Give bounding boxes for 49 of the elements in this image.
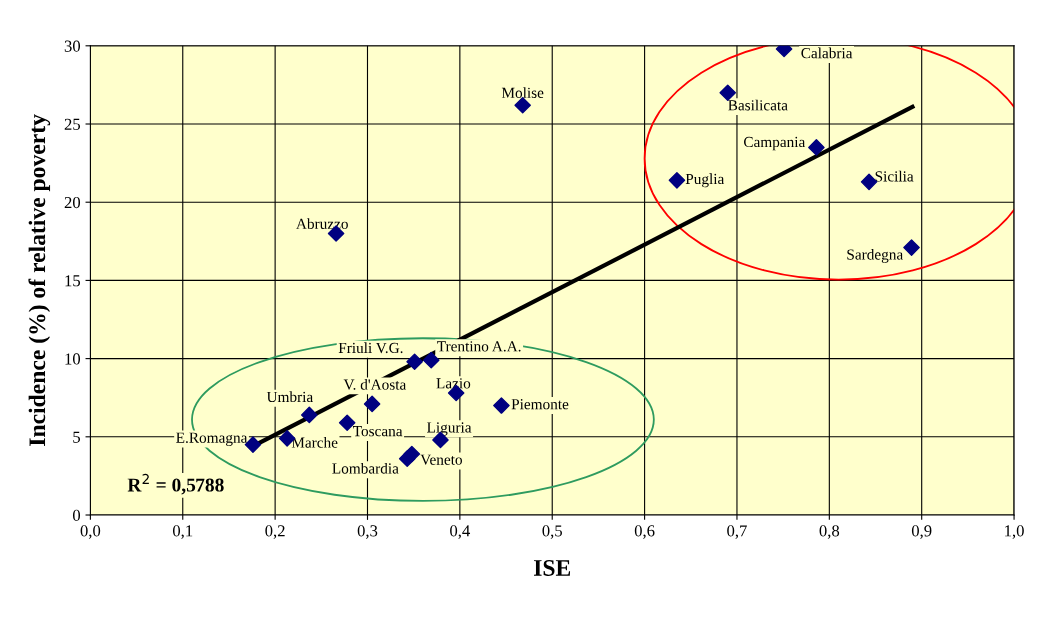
y-tick-label: 30 <box>64 40 81 52</box>
annotation: Molise <box>501 87 544 98</box>
point <box>668 172 686 189</box>
annotation: R$^{2}$ = 0,5788 <box>127 473 224 495</box>
point <box>403 445 421 463</box>
point <box>363 395 381 413</box>
point <box>493 397 510 414</box>
annotation: Lazio <box>436 378 471 389</box>
annotation: Trentino A.A. <box>437 341 521 352</box>
x-tick-label: 0,4 <box>450 525 471 539</box>
x-tick-label: 0,7 <box>727 525 747 539</box>
annotation: Marche <box>291 437 338 448</box>
annotation: Campania <box>743 136 806 151</box>
annotation: Veneto <box>420 454 462 465</box>
y-axis-title: Incidence (%) of relative poverty <box>28 114 51 446</box>
y-tick-label: 20 <box>64 196 81 209</box>
annotation: Piemonte <box>511 399 569 410</box>
annotation: Calabria <box>801 47 853 59</box>
x-tick-label: 0,3 <box>357 525 378 539</box>
x-tick-label: 0,6 <box>634 525 655 539</box>
point <box>808 139 825 156</box>
annotation: Sicilia <box>875 170 914 182</box>
x-tick-label: 0,0 <box>80 525 101 539</box>
annotation: Umbria <box>266 391 313 403</box>
annotation: Lombardia <box>332 462 399 474</box>
y-tick-label: 25 <box>64 118 81 130</box>
x-axis-title: ISE <box>533 560 571 576</box>
annotation: Liguria <box>427 422 472 436</box>
x-tick-label: 0,1 <box>172 525 193 539</box>
annotation: E.Romagna <box>176 432 248 446</box>
x-tick-label: 0,9 <box>911 525 932 539</box>
annotation: Basilicata <box>728 99 788 111</box>
point <box>422 351 440 369</box>
annotation: V. d'Aosta <box>343 378 407 390</box>
y-tick-label: 10 <box>65 353 81 365</box>
y-tick-label: 0 <box>72 509 81 521</box>
point <box>301 406 318 424</box>
y-tick-label: 15 <box>65 275 81 287</box>
point <box>903 239 920 256</box>
x-tick-label: 1,0 <box>1005 525 1024 539</box>
annotation: Puglia <box>685 173 725 188</box>
x-tick-label: 0,2 <box>265 525 285 539</box>
annotation: Sardegna <box>847 248 903 263</box>
annotation: Friuli V.G. <box>338 342 403 354</box>
x-tick-label: 0,5 <box>542 525 562 539</box>
x-tick-label: 0,8 <box>819 525 840 539</box>
point <box>406 353 423 371</box>
y-tick-label: 5 <box>73 431 81 443</box>
annotation: Toscana <box>353 426 403 437</box>
